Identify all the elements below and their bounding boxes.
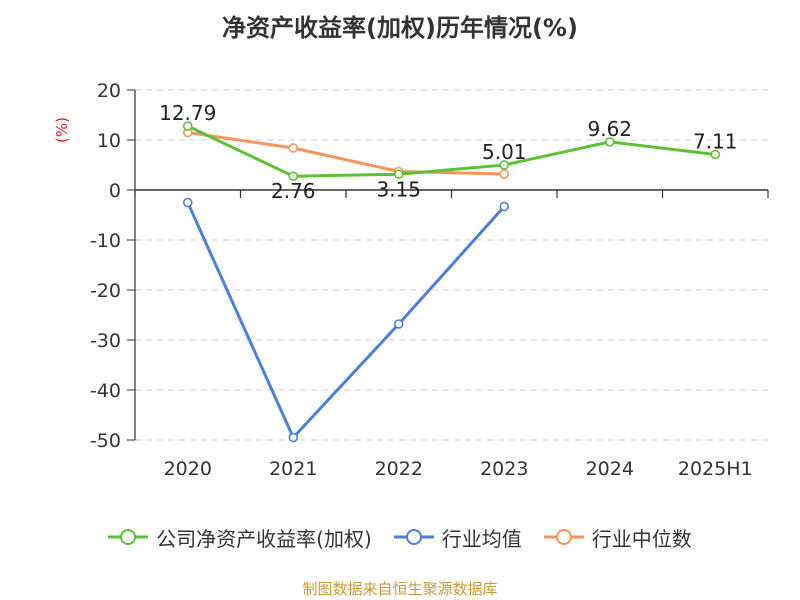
data-point-company-roe[interactable]: [393, 169, 404, 180]
data-point-company-roe[interactable]: [604, 137, 615, 147]
x-tick-label: 2025H1: [678, 458, 753, 480]
data-point-industry-median[interactable]: [499, 169, 510, 179]
series-line-industry-median: [187, 131, 505, 176]
data-point-industry-mean[interactable]: [288, 432, 299, 443]
legend-company-roe-label: 公司净资产收益率(加权): [156, 526, 372, 551]
y-tick-label: -30: [90, 330, 121, 352]
data-point-industry-mean[interactable]: [393, 319, 404, 329]
legend-item-industry-median[interactable]: 行业中位数: [543, 523, 692, 552]
x-tick-label: 2021: [269, 458, 317, 480]
data-label-company-roe: 9.62: [587, 117, 632, 141]
legend-industry-mean-label: 行业均值: [441, 526, 522, 551]
x-tick-label: 2023: [480, 458, 528, 480]
y-tick-label: -20: [90, 280, 121, 302]
data-point-industry-mean[interactable]: [499, 201, 510, 212]
data-label-company-roe: 2.76: [271, 179, 316, 203]
y-tick-label: 0: [109, 180, 121, 202]
legend-company-roe-marker-icon: [108, 529, 149, 545]
legend: 公司净资产收益率(加权) 行业均值 行业中位数: [0, 520, 800, 554]
data-point-company-roe[interactable]: [288, 171, 299, 181]
series-line-company-roe: [187, 124, 716, 178]
data-point-company-roe[interactable]: [710, 149, 721, 160]
data-label-company-roe: 3.15: [376, 177, 421, 201]
legend-item-company-roe[interactable]: 公司净资产收益率(加权): [108, 523, 372, 552]
legend-item-industry-mean[interactable]: 行业均值: [393, 523, 522, 552]
y-tick-label: -40: [90, 380, 121, 402]
data-point-industry-median[interactable]: [288, 143, 299, 153]
data-label-company-roe: 7.11: [693, 129, 738, 153]
data-label-company-roe: 5.01: [482, 140, 527, 164]
legend-industry-median-label: 行业中位数: [591, 526, 692, 551]
x-tick-label: 2024: [586, 458, 634, 480]
y-tick-label: 20: [97, 80, 121, 102]
y-tick-label: 10: [97, 130, 121, 152]
data-label-company-roe: 12.79: [159, 101, 216, 125]
legend-industry-mean-marker-icon: [393, 529, 434, 545]
series-line-industry-mean: [186, 201, 506, 439]
y-tick-label: -50: [90, 430, 121, 452]
data-point-industry-mean[interactable]: [182, 197, 193, 208]
x-tick-label: 2022: [375, 458, 423, 480]
x-tick-label: 2020: [164, 458, 212, 480]
chart-title: 净资产收益率(加权)历年情况(%): [222, 14, 578, 42]
data-point-company-roe[interactable]: [499, 160, 510, 170]
data-point-company-roe[interactable]: [182, 121, 193, 131]
data-source-note: 制图数据来自恒生聚源数据库: [302, 580, 498, 598]
legend-industry-median-marker-icon: [543, 529, 584, 545]
y-tick-label: -10: [90, 230, 121, 252]
